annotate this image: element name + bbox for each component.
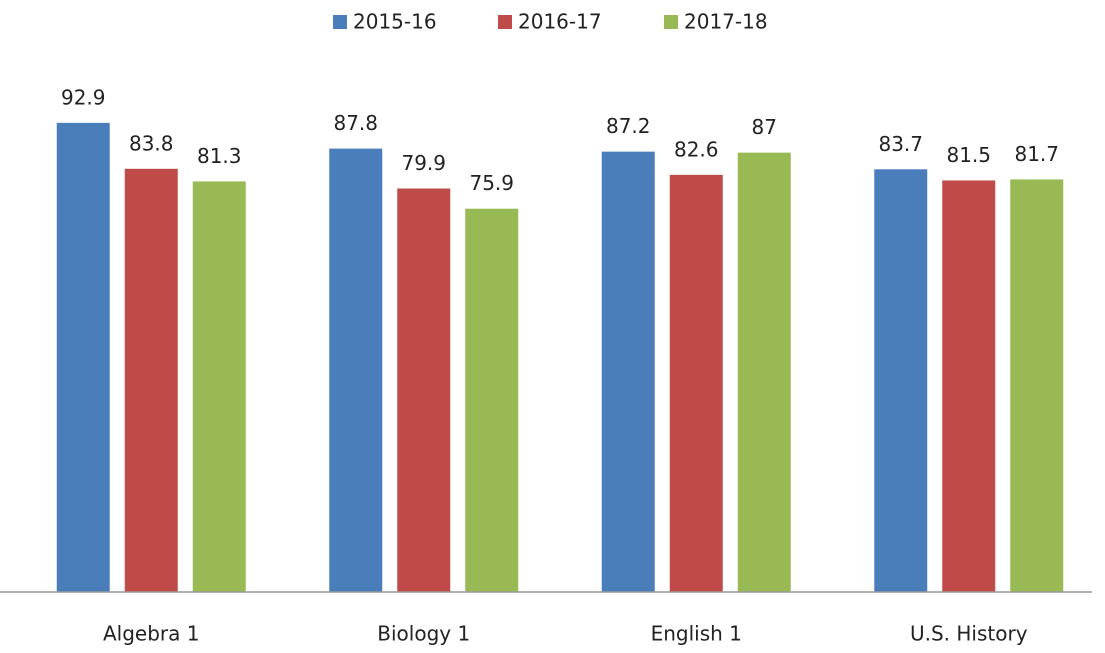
data-label: 92.9 xyxy=(61,85,106,109)
bar xyxy=(1010,179,1064,593)
bar xyxy=(56,122,110,592)
data-label: 81.7 xyxy=(1014,142,1059,166)
data-label: 87.8 xyxy=(333,111,378,135)
bar xyxy=(737,152,791,592)
bar xyxy=(669,174,723,592)
legend-label: 2016-17 xyxy=(518,10,602,34)
x-tick-label: Biology 1 xyxy=(377,622,470,646)
legend-swatch xyxy=(498,15,512,29)
legend-label: 2017-18 xyxy=(684,10,768,34)
data-label: 83.7 xyxy=(878,132,923,156)
data-label: 83.8 xyxy=(129,131,174,155)
data-label: 81.3 xyxy=(197,144,242,168)
data-label: 75.9 xyxy=(469,171,514,195)
bar xyxy=(397,188,451,592)
data-label: 87.2 xyxy=(606,114,651,138)
data-label: 87 xyxy=(752,115,777,139)
x-tick-label: Algebra 1 xyxy=(103,622,200,646)
bar xyxy=(192,181,246,592)
bar xyxy=(465,208,519,592)
bar xyxy=(874,169,928,592)
bar xyxy=(942,180,996,593)
legend-swatch xyxy=(664,15,678,29)
bar xyxy=(124,168,178,592)
x-tick-label: English 1 xyxy=(651,622,742,646)
data-label: 82.6 xyxy=(674,137,719,161)
data-label: 79.9 xyxy=(401,151,446,175)
bar xyxy=(329,148,383,593)
legend-label: 2015-16 xyxy=(353,10,437,34)
x-tick-label: U.S. History xyxy=(910,622,1028,646)
data-label: 81.5 xyxy=(946,143,991,167)
legend-swatch xyxy=(333,15,347,29)
bar xyxy=(601,151,655,592)
